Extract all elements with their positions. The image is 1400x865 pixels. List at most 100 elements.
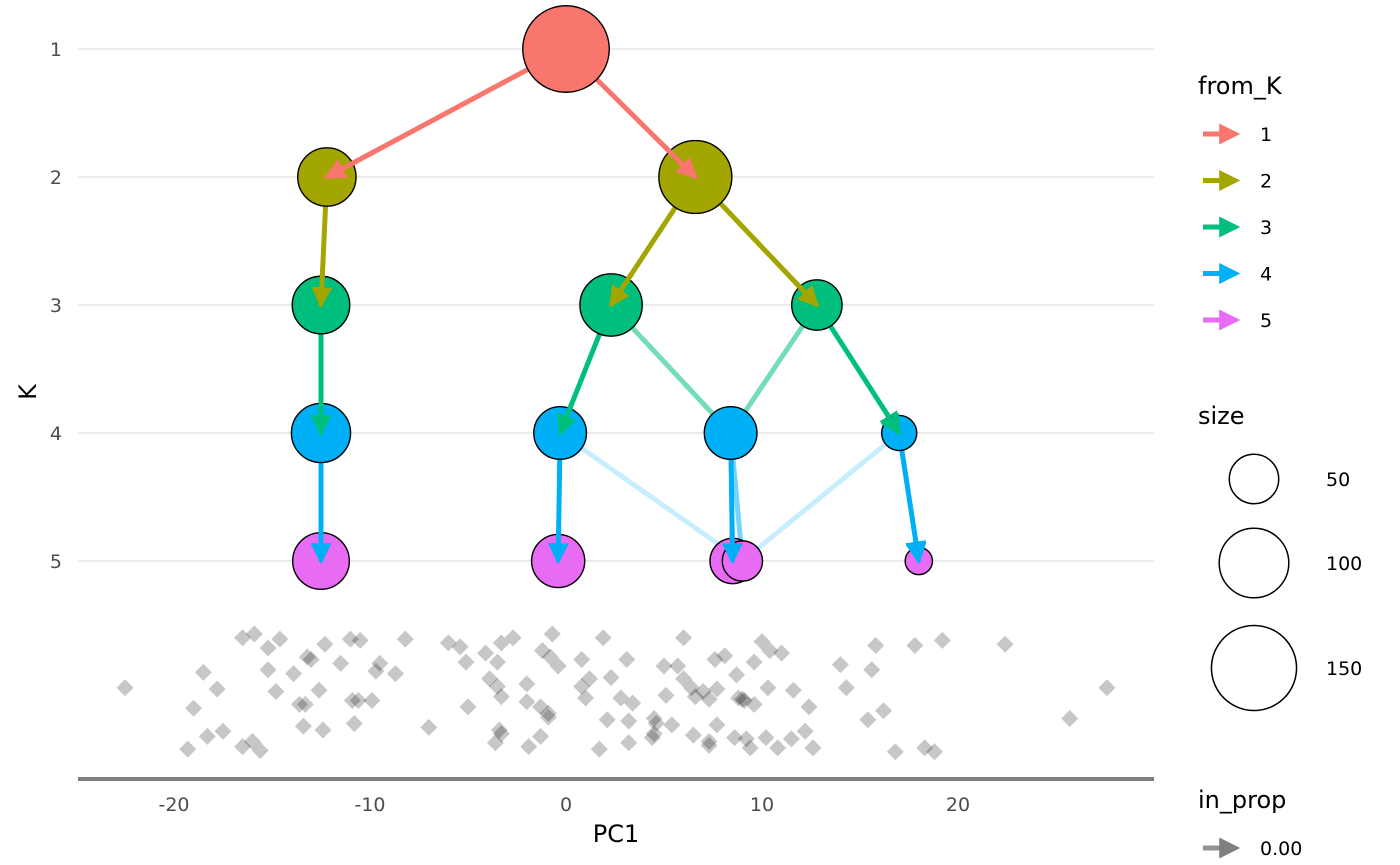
edge-tip (609, 271, 635, 308)
sample-point (349, 692, 367, 710)
edge-4_4-to-5_5 (896, 430, 927, 563)
legend-size: size 50 100 150 (1198, 402, 1362, 712)
sample-point (655, 657, 673, 675)
sample-point (488, 653, 506, 671)
sample-point (363, 692, 381, 710)
sample-point (488, 677, 506, 695)
edge-tip (905, 539, 927, 565)
sample-points (116, 625, 1116, 761)
y-tick-label: 2 (50, 167, 62, 189)
sample-point (285, 665, 303, 683)
sample-point (624, 694, 642, 712)
sample-point (925, 743, 943, 761)
node-4_3 (703, 405, 758, 461)
sample-point (520, 738, 538, 756)
sample-point (477, 644, 495, 662)
edge-4_2-to-5_3 (557, 430, 745, 564)
sample-point (769, 739, 787, 757)
sample-point (208, 680, 226, 698)
sample-point (179, 740, 197, 758)
sample-point (728, 666, 746, 684)
edge-4_4-to-5_3 (739, 430, 902, 564)
sample-point (916, 739, 934, 757)
sample-point (396, 630, 414, 648)
edge-arrowheads (310, 144, 927, 565)
sample-point (773, 644, 791, 662)
sample-point (745, 653, 763, 671)
legend-size-label: 50 (1326, 469, 1350, 491)
sample-point (185, 699, 203, 717)
sample-point (533, 642, 551, 660)
sample-point (618, 651, 636, 669)
sample-point (267, 683, 285, 701)
sample-point (518, 693, 536, 711)
sample-point (706, 651, 724, 669)
sample-point (371, 654, 389, 672)
sample-point (290, 695, 308, 713)
sample-point (620, 712, 638, 730)
sample-point (657, 686, 675, 704)
sample-point (645, 709, 663, 727)
sample-point (302, 651, 320, 669)
legend-in-prop: in_prop 0.00 (1198, 786, 1302, 860)
sample-point (198, 727, 216, 745)
x-axis-title: PC1 (593, 820, 640, 848)
sample-point (682, 679, 700, 697)
sample-point (296, 695, 314, 713)
sample-point (351, 631, 369, 649)
legend-size-key (1210, 624, 1298, 712)
sample-point (782, 730, 800, 748)
legend-size-label: 100 (1326, 553, 1362, 575)
sample-point (518, 675, 536, 693)
sample-point (541, 648, 559, 666)
sample-point (573, 677, 591, 695)
sample-point (686, 688, 704, 706)
y-tick-label: 3 (50, 295, 62, 317)
sample-point (492, 634, 510, 652)
legend-from-k-label: 3 (1260, 217, 1272, 239)
sample-point (539, 708, 557, 726)
sample-point (539, 704, 557, 722)
sample-point (310, 681, 328, 699)
sample-point (612, 689, 630, 707)
sample-point (259, 661, 277, 679)
x-tick-label: 10 (750, 794, 774, 816)
sample-point (675, 629, 693, 647)
x-tick-label: -20 (158, 794, 189, 816)
edge-tip (880, 410, 902, 436)
sample-point (996, 635, 1014, 653)
sample-point (700, 736, 718, 754)
sample-point (439, 634, 457, 652)
sample-point (214, 722, 232, 740)
sample-point (906, 636, 924, 654)
sample-point (759, 679, 777, 697)
sample-point (761, 642, 779, 660)
node-1_1 (522, 5, 610, 93)
legend-size-title: size (1198, 402, 1245, 430)
x-tick-labels: -20 -10 0 10 20 (158, 794, 970, 816)
sample-point (741, 739, 759, 757)
sample-point (116, 679, 134, 697)
legend-from-k-label: 5 (1260, 310, 1272, 332)
sample-point (486, 734, 504, 752)
sample-point (784, 681, 802, 699)
sample-point (796, 722, 814, 740)
sample-point (343, 692, 361, 710)
legend-from-k-label: 1 (1260, 124, 1272, 146)
sample-point (700, 732, 718, 750)
sample-point (194, 663, 212, 681)
y-tick-label: 4 (50, 423, 62, 445)
sample-point (504, 629, 522, 647)
sample-point (1061, 709, 1079, 727)
legend-in-prop-label: 0.00 (1260, 838, 1302, 860)
sample-point (700, 690, 718, 708)
legend-from-k-label: 2 (1260, 171, 1272, 193)
sample-point (298, 648, 316, 666)
sample-point (341, 630, 359, 648)
sample-point (735, 692, 753, 710)
sample-point (345, 715, 363, 733)
sample-point (886, 743, 904, 761)
sample-point (716, 647, 734, 665)
sample-point (492, 725, 510, 743)
sample-point (729, 689, 747, 707)
